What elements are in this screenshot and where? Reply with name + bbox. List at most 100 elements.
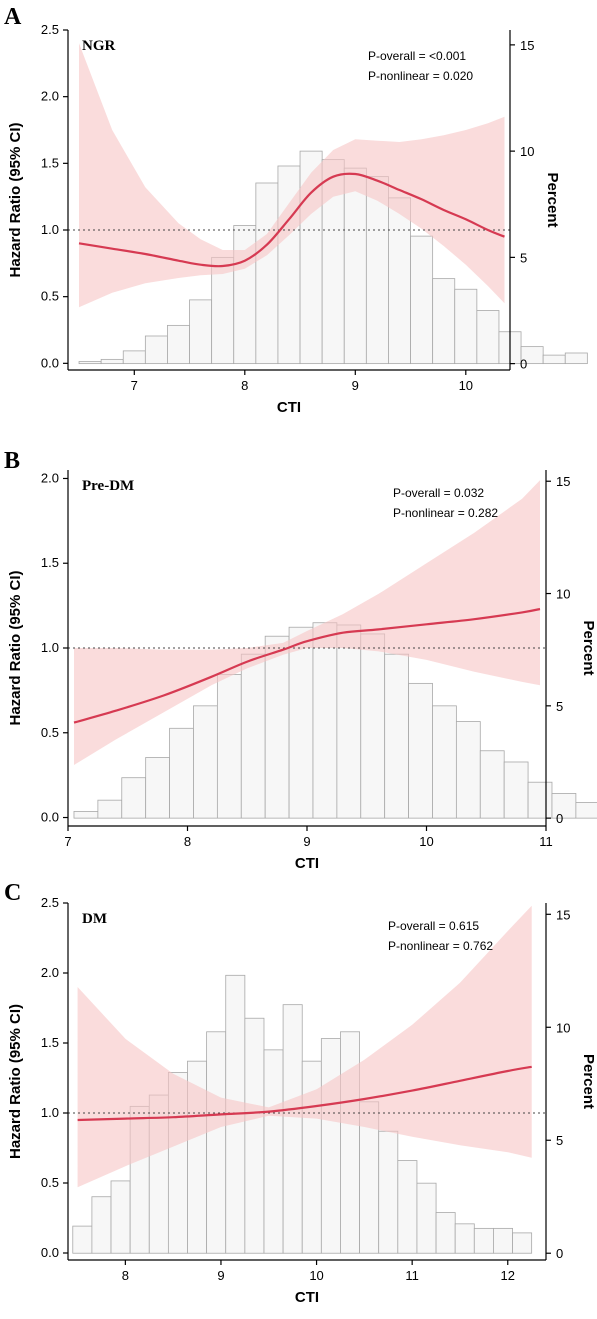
y2-tick-label: 0 [556, 1246, 563, 1261]
histogram-bar [263, 1049, 284, 1254]
y-tick-label: 2.0 [41, 89, 59, 104]
y2-tick-label: 10 [556, 587, 570, 602]
confidence-band [79, 43, 505, 308]
histogram-bar [110, 1180, 131, 1254]
histogram-bar [312, 622, 338, 819]
histogram-bar [360, 633, 386, 819]
y-tick-label: 0.5 [41, 1175, 59, 1190]
histogram-bar [206, 1031, 227, 1254]
y-tick-label: 0.5 [41, 289, 59, 304]
y2-tick-label: 0 [520, 357, 527, 372]
y-tick-label: 2.5 [41, 22, 59, 37]
y2-axis-title: Percent [580, 1054, 597, 1109]
histogram-bar [255, 182, 279, 365]
histogram-bar [527, 781, 553, 819]
y-tick-label: 2.0 [41, 965, 59, 980]
histogram-bar [479, 750, 505, 819]
y2-tick-label: 5 [556, 699, 563, 714]
y-tick-label: 1.0 [41, 640, 59, 655]
histogram-bar [169, 727, 194, 819]
y-axis-title: Hazard Ratio (95% CI) [7, 1004, 24, 1159]
y-tick-label: 1.0 [41, 1105, 59, 1120]
histogram-bar [432, 705, 457, 819]
y-tick-label: 1.5 [41, 555, 59, 570]
histogram-bar [193, 705, 218, 819]
x-tick-label: 11 [405, 1268, 419, 1283]
x-tick-label: 8 [122, 1268, 129, 1283]
p-value-annotation: P-nonlinear = 0.020 [368, 69, 473, 83]
histogram-bar [244, 1017, 265, 1254]
y-tick-label: 1.0 [41, 222, 59, 237]
histogram-bar [320, 1038, 341, 1254]
panel-c: C 0.0 0.5 1.0 1.5 2.0 2.5 0 5 10 15 8 9 10 11 12 CTI Haza… [4, 880, 597, 1306]
x-tick-label: 9 [352, 378, 359, 393]
histogram-bar [454, 288, 478, 365]
histogram-bar [78, 361, 102, 365]
x-tick-label: 8 [184, 834, 191, 849]
histogram-bar [564, 352, 588, 365]
histogram-bar [512, 1232, 533, 1254]
x-tick-label: 7 [64, 834, 71, 849]
y-tick-label: 2.5 [41, 895, 59, 910]
histogram-bar [73, 811, 99, 819]
histogram [78, 150, 588, 365]
panel-label: A [4, 4, 22, 30]
histogram-bar [336, 624, 362, 819]
x-tick-label: 7 [131, 378, 138, 393]
x-axis-title: CTI [277, 399, 301, 416]
y2-tick-label: 15 [556, 474, 570, 489]
x-tick-label: 10 [419, 834, 433, 849]
panel-label: B [4, 448, 20, 474]
y-axis-title: Hazard Ratio (95% CI) [7, 122, 24, 277]
p-value-annotation: P-overall = <0.001 [368, 49, 466, 63]
histogram-bar [167, 324, 190, 365]
y2-tick-label: 5 [556, 1133, 563, 1148]
y2-tick-label: 5 [520, 250, 527, 265]
y-tick-label: 0.0 [41, 810, 59, 825]
histogram-bar [145, 757, 170, 819]
y2-axis-title: Percent [544, 172, 561, 227]
y-tick-label: 2.0 [41, 470, 59, 485]
p-value-annotation: P-nonlinear = 0.282 [393, 506, 498, 520]
histogram-bar [410, 235, 434, 365]
histogram-bar [542, 354, 566, 365]
histogram-bar [343, 167, 367, 365]
histogram-bar [91, 1196, 112, 1254]
panel-label: C [4, 880, 21, 906]
histogram-bar [122, 350, 146, 365]
histogram-bar [121, 777, 147, 819]
histogram-bar [435, 1212, 456, 1254]
x-tick-label: 9 [217, 1268, 224, 1283]
x-axis-title: CTI [295, 1289, 319, 1306]
histogram-bar [388, 197, 411, 365]
chart-subtitle: NGR [82, 38, 116, 54]
histogram-bar [144, 335, 168, 365]
y2-tick-label: 15 [520, 38, 534, 53]
histogram-bar [97, 799, 123, 819]
y2-tick-label: 10 [520, 144, 534, 159]
y-axis-title: Hazard Ratio (95% CI) [7, 570, 24, 725]
histogram-bar [397, 1160, 418, 1254]
histogram-bar [416, 1182, 437, 1254]
x-tick-label: 9 [303, 834, 310, 849]
histogram-bar [408, 682, 433, 819]
y2-tick-label: 15 [556, 907, 570, 922]
histogram-bar [72, 1225, 93, 1254]
histogram-bar [189, 299, 213, 365]
histogram-bar [575, 802, 597, 819]
histogram-bar [378, 1130, 399, 1254]
histogram-bar [216, 673, 242, 819]
x-tick-label: 11 [539, 834, 553, 849]
x-tick-label: 10 [459, 378, 473, 393]
histogram-bar [384, 653, 409, 819]
y2-tick-label: 10 [556, 1020, 570, 1035]
histogram-bar [100, 358, 124, 365]
x-tick-label: 8 [241, 378, 248, 393]
histogram-bar [476, 310, 500, 365]
y-tick-label: 1.5 [41, 155, 59, 170]
x-tick-label: 10 [309, 1268, 323, 1283]
histogram-bar [264, 635, 290, 819]
hazard-ratio-curve [78, 172, 505, 268]
confidence-band [74, 480, 540, 765]
x-tick-label: 12 [501, 1268, 515, 1283]
